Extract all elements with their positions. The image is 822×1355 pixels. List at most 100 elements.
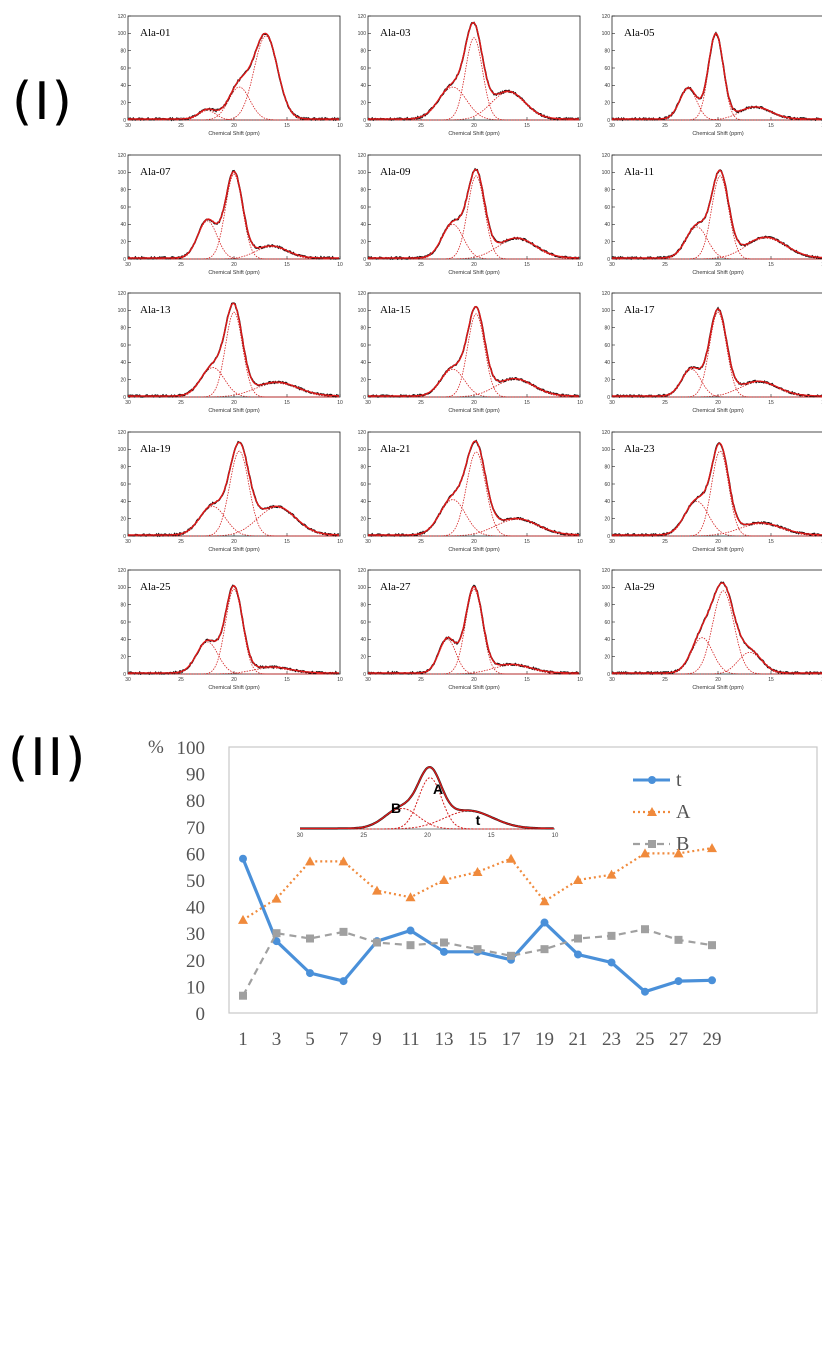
x-tick-label: 15 xyxy=(284,539,290,545)
x-tick-label: 30 xyxy=(365,677,371,683)
x-tick-label: 15 xyxy=(284,262,290,268)
component-peak xyxy=(128,506,339,537)
y-tick-label: 0 xyxy=(607,395,610,401)
fitted-spectrum xyxy=(128,170,339,259)
y-tick-label: 90 xyxy=(186,765,205,786)
data-point xyxy=(239,854,247,863)
y-tick-label: 60 xyxy=(604,343,610,349)
data-point xyxy=(641,987,649,996)
legend-marker xyxy=(648,840,656,848)
y-tick-label: 40 xyxy=(604,360,610,366)
x-tick-label: 15 xyxy=(768,539,774,545)
y-tick-label: 0 xyxy=(123,672,126,678)
y-tick-label: 120 xyxy=(358,153,367,159)
x-tick-label: 3 xyxy=(272,1029,282,1050)
x-tick-label: 20 xyxy=(471,262,477,268)
experimental-spectrum xyxy=(127,584,340,676)
y-tick-label: 20 xyxy=(604,239,610,245)
x-tick-label: 25 xyxy=(662,400,668,406)
x-axis-label: Chemical Shift (ppm) xyxy=(448,547,500,553)
y-tick-label: 80 xyxy=(120,187,126,193)
y-tick-label: 40 xyxy=(120,222,126,228)
inset-tick-label: 25 xyxy=(360,833,367,839)
y-tick-label: 100 xyxy=(118,447,127,453)
component-peak xyxy=(368,588,579,675)
x-axis-label: Chemical Shift (ppm) xyxy=(208,685,260,691)
y-tick-label: 120 xyxy=(358,14,367,20)
x-axis-label: Chemical Shift (ppm) xyxy=(208,408,260,414)
y-tick-label: 0 xyxy=(123,534,126,540)
fitted-spectrum xyxy=(612,169,822,259)
legend-label: t xyxy=(676,769,682,791)
x-tick-label: 25 xyxy=(418,262,424,268)
component-peak xyxy=(612,175,822,260)
x-tick-label: 15 xyxy=(468,1029,487,1050)
x-tick-label: 30 xyxy=(125,123,131,129)
data-point xyxy=(406,926,415,935)
x-axis-label: Chemical Shift (ppm) xyxy=(692,408,744,414)
y-tick-label: 0 xyxy=(196,1004,206,1025)
x-tick-label: 10 xyxy=(337,123,343,129)
y-tick-label: 20 xyxy=(120,516,126,522)
component-peak xyxy=(128,173,339,260)
component-peak xyxy=(612,226,822,260)
x-tick-label: 1 xyxy=(238,1029,248,1050)
x-tick-label: 30 xyxy=(365,400,371,406)
component-peak xyxy=(128,507,339,537)
panel-label: Ala-21 xyxy=(380,443,411,455)
y-tick-label: 0 xyxy=(123,118,126,124)
x-tick-label: 20 xyxy=(231,539,237,545)
fitted-spectrum xyxy=(612,32,822,120)
y-tick-label: 80 xyxy=(604,464,610,470)
data-point xyxy=(306,969,314,978)
y-tick-label: 120 xyxy=(118,568,127,574)
x-tick-label: 13 xyxy=(435,1029,454,1050)
experimental-spectrum xyxy=(367,305,580,398)
component-peak xyxy=(368,451,579,537)
x-tick-label: 20 xyxy=(231,262,237,268)
y-tick-label: 80 xyxy=(604,602,610,608)
x-tick-label: 30 xyxy=(609,262,615,268)
x-tick-label: 25 xyxy=(418,400,424,406)
y-tick-label: 20 xyxy=(604,654,610,660)
y-tick-label: 70 xyxy=(186,818,205,839)
y-tick-label: 20 xyxy=(360,377,366,383)
data-point xyxy=(708,976,716,985)
panel-label: Ala-17 xyxy=(624,304,655,316)
x-tick-label: 25 xyxy=(662,123,668,129)
component-peak xyxy=(128,450,339,537)
x-tick-label: 10 xyxy=(577,123,583,129)
fitted-spectrum xyxy=(368,585,579,674)
y-tick-label: 80 xyxy=(360,602,366,608)
x-tick-label: 10 xyxy=(337,262,343,268)
y-tick-label: 80 xyxy=(604,48,610,54)
legend-label: A xyxy=(676,801,691,823)
x-tick-label: 20 xyxy=(231,123,237,129)
y-tick-label: 120 xyxy=(602,153,611,159)
y-tick-label: 20 xyxy=(360,239,366,245)
x-tick-label: 15 xyxy=(524,262,530,268)
inset-tick-label: 15 xyxy=(488,833,495,839)
fitted-spectrum xyxy=(612,308,822,397)
component-peak xyxy=(128,86,339,121)
data-point xyxy=(372,885,382,895)
y-tick-label: 80 xyxy=(120,48,126,54)
x-tick-label: 20 xyxy=(715,539,721,545)
y-tick-label: 60 xyxy=(604,620,610,626)
x-tick-label: 15 xyxy=(768,262,774,268)
x-tick-label: 20 xyxy=(471,400,477,406)
x-tick-label: 30 xyxy=(609,677,615,683)
data-point xyxy=(540,918,549,927)
y-tick-label: 120 xyxy=(602,14,611,20)
data-point xyxy=(238,914,248,924)
x-tick-label: 10 xyxy=(577,539,583,545)
inset-diagram: 30 25 20 15 10 B At xyxy=(297,765,559,839)
y-tick-label: 20 xyxy=(604,100,610,106)
y-tick-label: 80 xyxy=(360,325,366,331)
fitted-spectrum xyxy=(368,305,579,397)
y-tick-label: 100 xyxy=(358,585,367,591)
